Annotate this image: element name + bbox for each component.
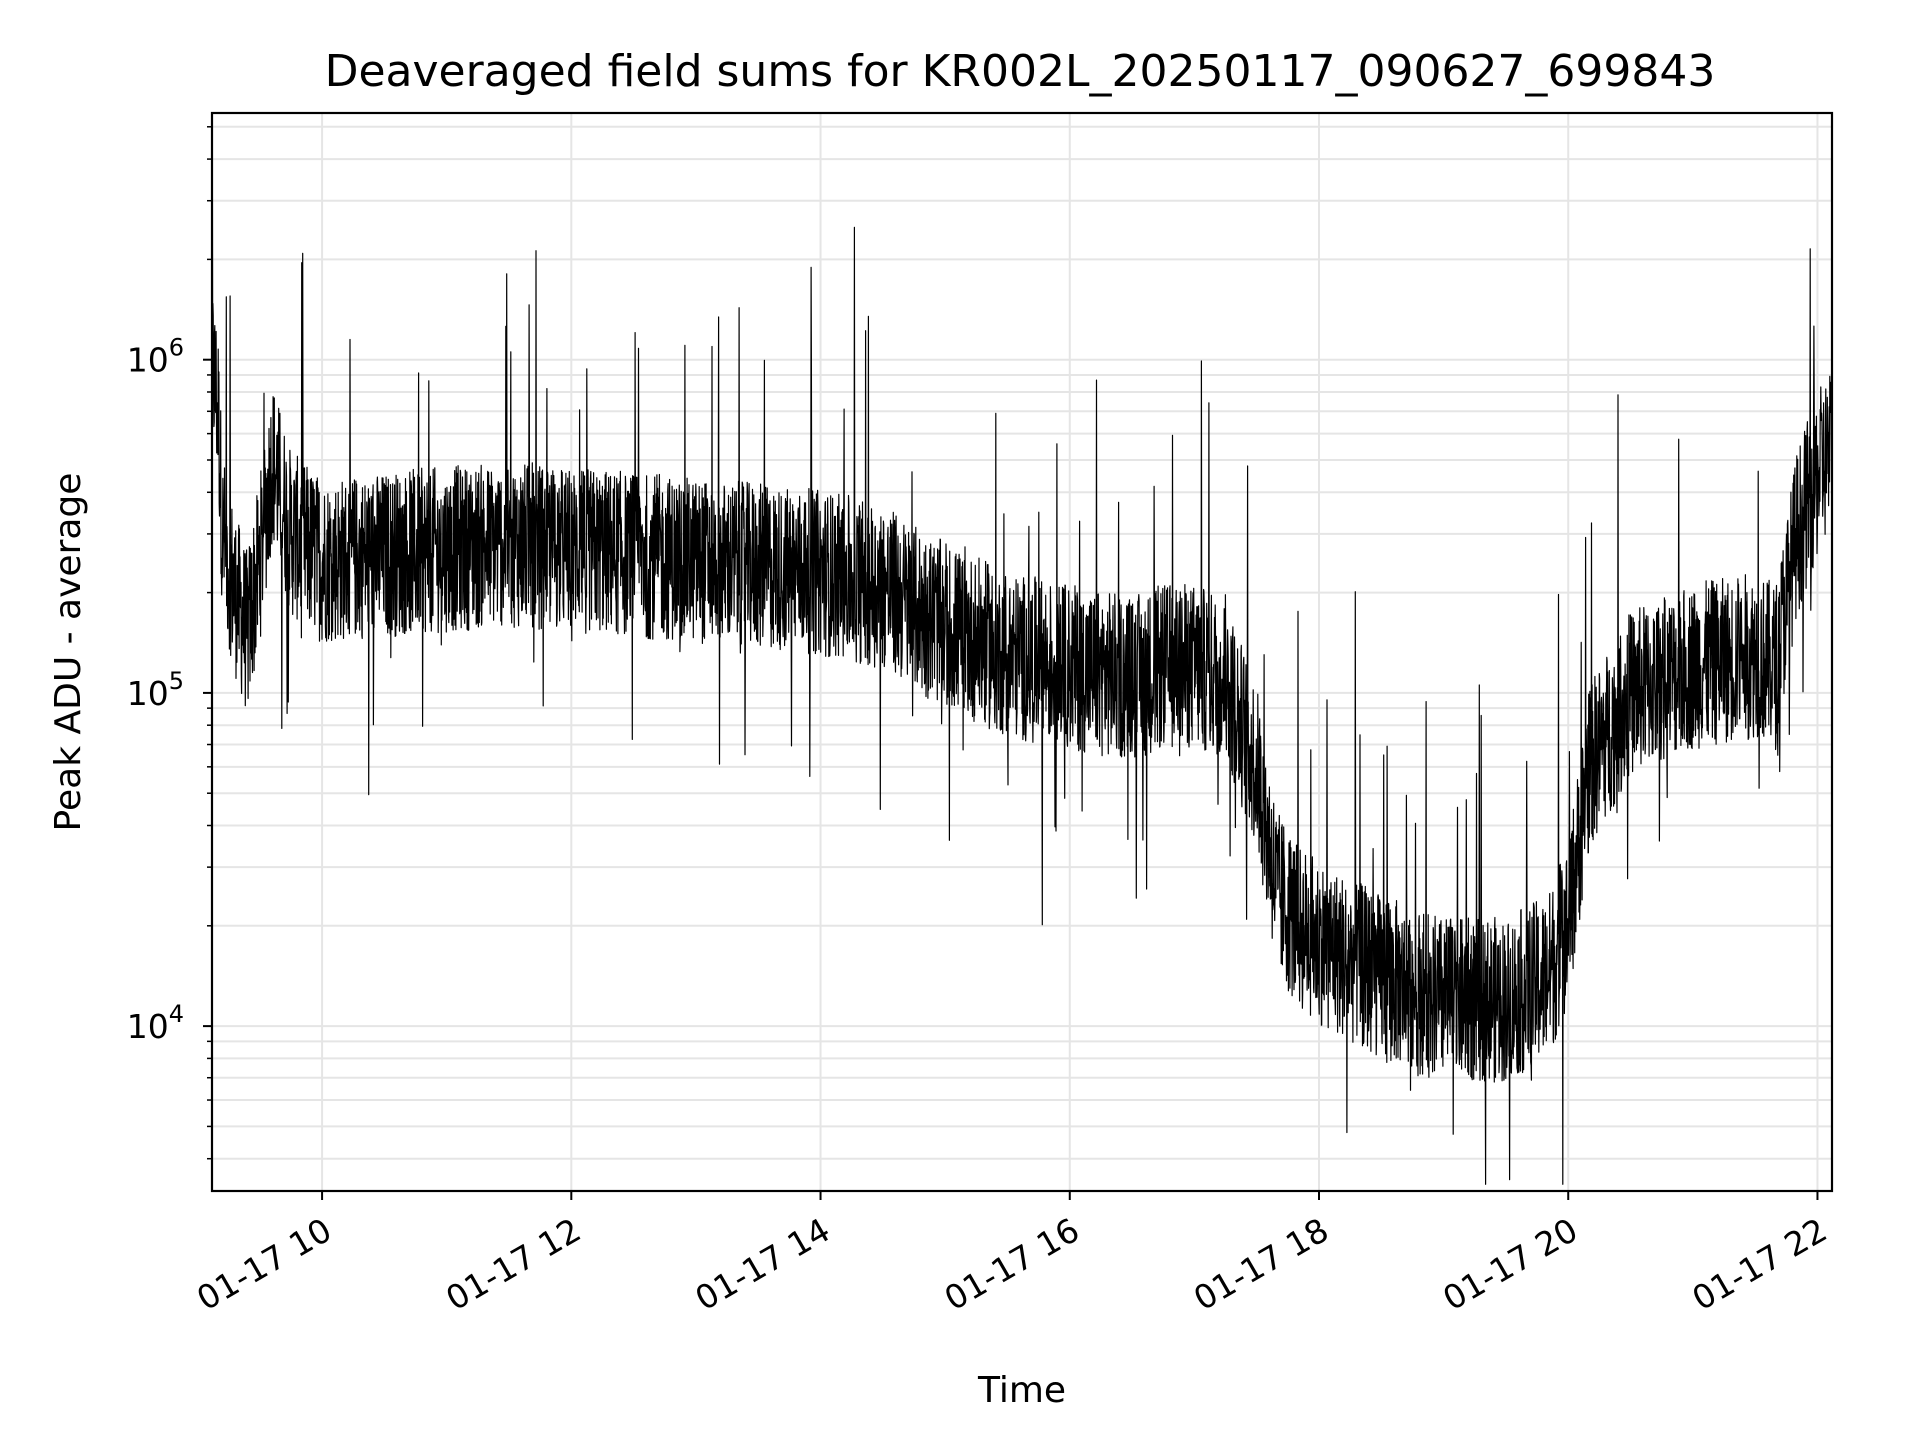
x-axis-label: Time	[977, 1370, 1066, 1411]
y-tick-label: 105	[127, 667, 184, 713]
plot-frame	[210, 111, 1834, 1193]
y-axis-label: Peak ADU - average	[48, 473, 89, 832]
y-tick-label: 104	[127, 1000, 184, 1046]
series-line	[211, 119, 1833, 1185]
y-tick-label: 106	[127, 334, 184, 380]
plot-area	[211, 119, 1833, 1185]
grid	[212, 113, 1832, 1191]
chart-title: Deaveraged field sums for KR002L_2025011…	[325, 46, 1716, 97]
